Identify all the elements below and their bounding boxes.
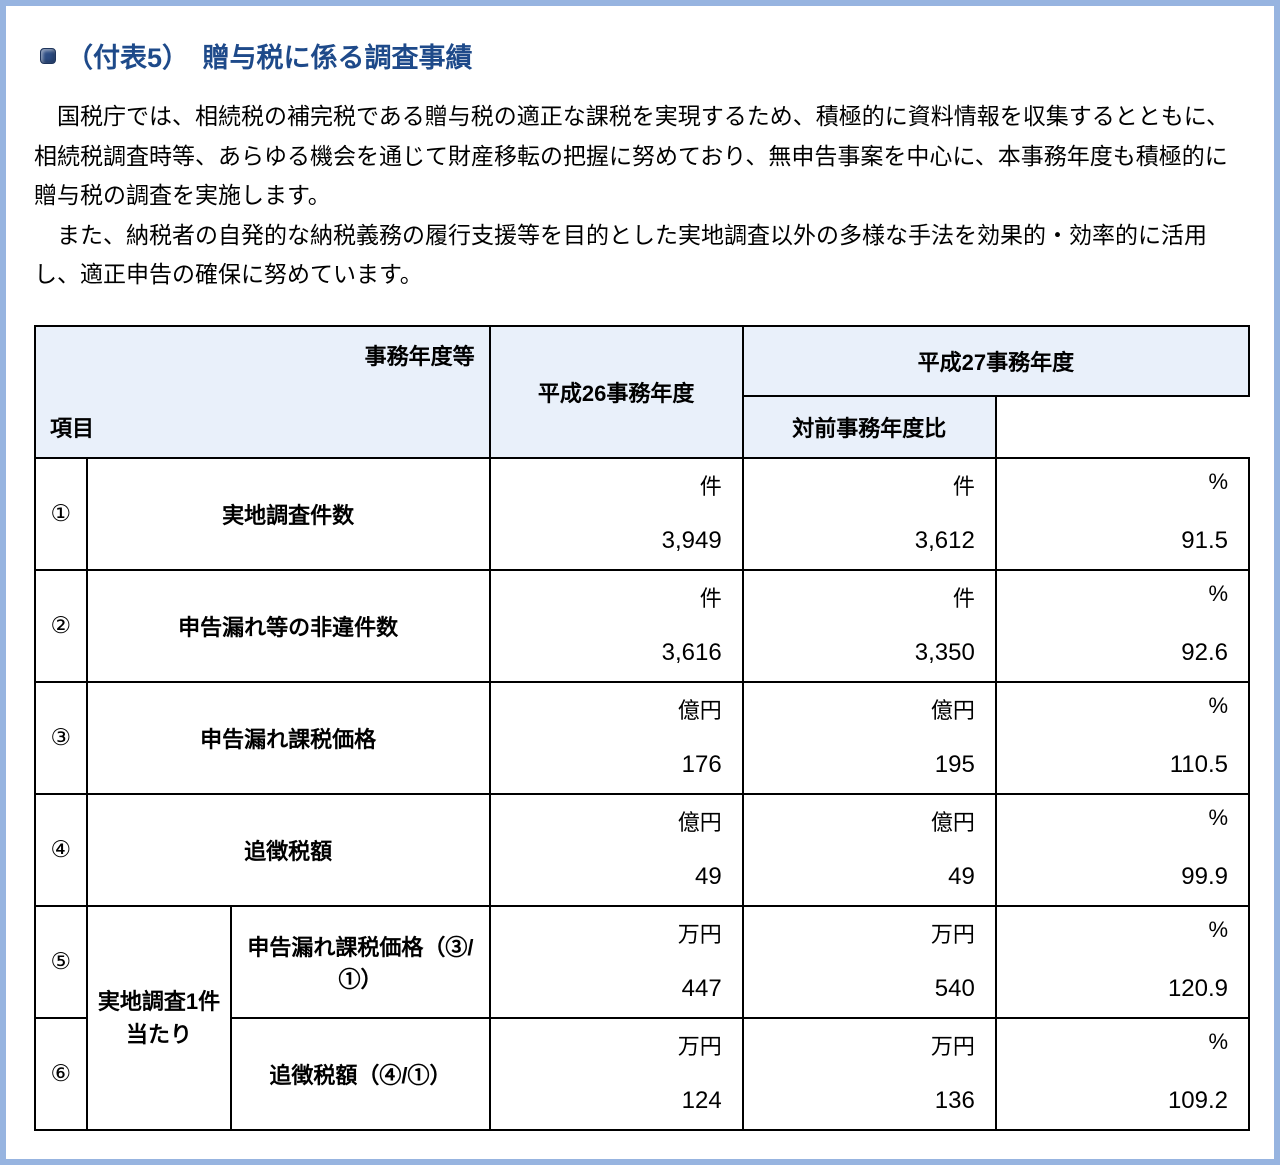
header-col-axis-label: 事務年度等 bbox=[365, 339, 475, 371]
value-cell: 件3,949 bbox=[490, 458, 743, 570]
unit-label: 件 bbox=[744, 571, 995, 613]
value-cell: 万円540 bbox=[743, 906, 996, 1018]
unit-label: % bbox=[997, 683, 1248, 719]
intro-paragraph-2: また、納税者の自発的な納税義務の履行支援等を目的とした実地調査以外の多様な手法を… bbox=[34, 216, 1250, 295]
intro-paragraph-1: 国税庁では、相続税の補完税である贈与税の適正な課税を実現するため、積極的に資料情… bbox=[34, 97, 1250, 216]
unit-label: 億円 bbox=[491, 683, 742, 725]
unit-label: % bbox=[997, 459, 1248, 495]
unit-label: 億円 bbox=[491, 795, 742, 837]
header-row-axis-label: 項目 bbox=[50, 411, 94, 443]
unit-label: 万円 bbox=[491, 907, 742, 949]
value: 136 bbox=[744, 1061, 995, 1129]
value: 3,612 bbox=[744, 501, 995, 569]
value-cell: 万円447 bbox=[490, 906, 743, 1018]
value-cell: 万円136 bbox=[743, 1018, 996, 1130]
row-label: 申告漏れ課税価格 bbox=[87, 682, 490, 794]
table-row: ② 申告漏れ等の非違件数 件3,616 件3,350 %92.6 bbox=[35, 570, 1249, 682]
value: 447 bbox=[491, 949, 742, 1017]
unit-label: 万円 bbox=[744, 1019, 995, 1061]
value-cell: 万円124 bbox=[490, 1018, 743, 1130]
unit-label: 件 bbox=[491, 459, 742, 501]
value-cell: 億円49 bbox=[743, 794, 996, 906]
value-cell: 億円49 bbox=[490, 794, 743, 906]
value-cell: %120.9 bbox=[996, 906, 1249, 1018]
value: 49 bbox=[744, 837, 995, 905]
row-number: ③ bbox=[35, 682, 87, 794]
value-cell: 億円176 bbox=[490, 682, 743, 794]
value: 3,949 bbox=[491, 501, 742, 569]
value: 3,616 bbox=[491, 613, 742, 681]
survey-results-table: 事務年度等 項目 平成26事務年度 平成27事務年度 対前事務年度比 ① 実地調… bbox=[34, 325, 1250, 1131]
unit-label: % bbox=[997, 907, 1248, 943]
page-title: （付表5） 贈与税に係る調査事績 bbox=[66, 36, 473, 75]
value-cell: 件3,350 bbox=[743, 570, 996, 682]
row-number: ① bbox=[35, 458, 87, 570]
value: 124 bbox=[491, 1061, 742, 1129]
value-cell: 件3,612 bbox=[743, 458, 996, 570]
value: 109.2 bbox=[997, 1055, 1248, 1129]
row-label: 申告漏れ課税価格（③/①） bbox=[231, 906, 489, 1018]
value: 120.9 bbox=[997, 943, 1248, 1017]
value: 99.9 bbox=[997, 831, 1248, 905]
value: 49 bbox=[491, 837, 742, 905]
value-cell: %99.9 bbox=[996, 794, 1249, 906]
row-number: ② bbox=[35, 570, 87, 682]
unit-label: 億円 bbox=[744, 683, 995, 725]
unit-label: % bbox=[997, 1019, 1248, 1055]
table-row: ⑤ 実地調査1件当たり 申告漏れ課税価格（③/①） 万円447 万円540 %1… bbox=[35, 906, 1249, 1018]
intro-text: 国税庁では、相続税の補完税である贈与税の適正な課税を実現するため、積極的に資料情… bbox=[34, 97, 1250, 295]
value: 176 bbox=[491, 725, 742, 793]
row-label: 申告漏れ等の非違件数 bbox=[87, 570, 490, 682]
unit-label: 億円 bbox=[744, 795, 995, 837]
value-cell: 件3,616 bbox=[490, 570, 743, 682]
row-group-label: 実地調査1件当たり bbox=[87, 906, 232, 1130]
row-number: ⑤ bbox=[35, 906, 87, 1018]
row-label: 追徴税額（④/①） bbox=[231, 1018, 489, 1130]
col-header-h27: 平成27事務年度 bbox=[743, 326, 1249, 396]
table-row: ④ 追徴税額 億円49 億円49 %99.9 bbox=[35, 794, 1249, 906]
value: 195 bbox=[744, 725, 995, 793]
unit-label: 件 bbox=[491, 571, 742, 613]
table-row: ③ 申告漏れ課税価格 億円176 億円195 %110.5 bbox=[35, 682, 1249, 794]
document-page: （付表5） 贈与税に係る調査事績 国税庁では、相続税の補完税である贈与税の適正な… bbox=[6, 6, 1274, 1159]
unit-label: 件 bbox=[744, 459, 995, 501]
header-corner: 事務年度等 項目 bbox=[35, 326, 490, 458]
row-label: 追徴税額 bbox=[87, 794, 490, 906]
value: 91.5 bbox=[997, 495, 1248, 569]
value: 92.6 bbox=[997, 607, 1248, 681]
unit-label: 万円 bbox=[491, 1019, 742, 1061]
col-header-ratio: 対前事務年度比 bbox=[743, 396, 996, 458]
unit-label: 万円 bbox=[744, 907, 995, 949]
row-label: 実地調査件数 bbox=[87, 458, 490, 570]
value-cell: %92.6 bbox=[996, 570, 1249, 682]
value: 540 bbox=[744, 949, 995, 1017]
unit-label: % bbox=[997, 795, 1248, 831]
table-row: ① 実地調査件数 件3,949 件3,612 %91.5 bbox=[35, 458, 1249, 570]
row-number: ④ bbox=[35, 794, 87, 906]
title-row: （付表5） 贈与税に係る調査事績 bbox=[40, 36, 1250, 75]
value: 110.5 bbox=[997, 719, 1248, 793]
value-cell: 億円195 bbox=[743, 682, 996, 794]
title-bullet-icon bbox=[40, 48, 56, 64]
value-cell: %110.5 bbox=[996, 682, 1249, 794]
value-cell: %109.2 bbox=[996, 1018, 1249, 1130]
value-cell: %91.5 bbox=[996, 458, 1249, 570]
row-number: ⑥ bbox=[35, 1018, 87, 1130]
col-header-h26: 平成26事務年度 bbox=[490, 326, 743, 458]
unit-label: % bbox=[997, 571, 1248, 607]
value: 3,350 bbox=[744, 613, 995, 681]
